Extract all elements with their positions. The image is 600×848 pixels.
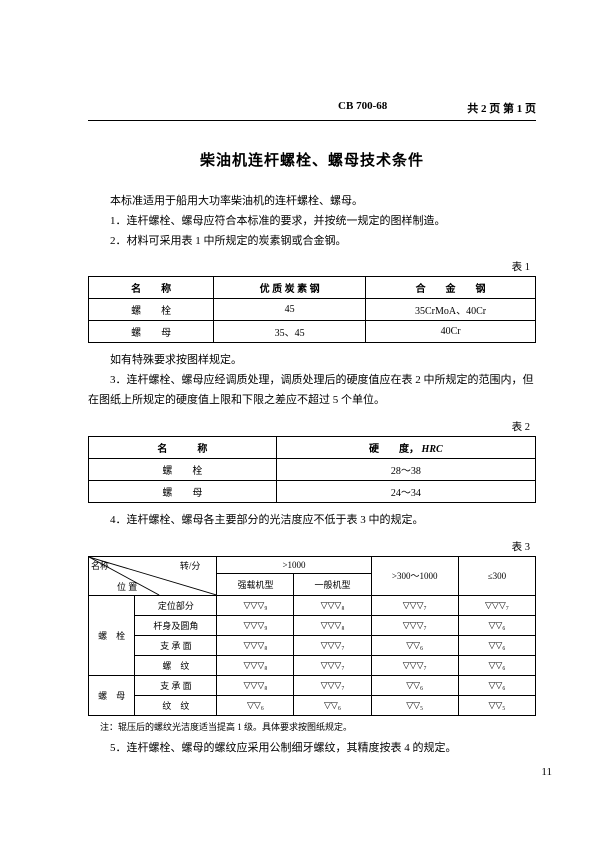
table-row: 螺 栓28～38 bbox=[89, 458, 536, 480]
table-3-label: 表 3 bbox=[88, 539, 530, 554]
mid-1: 如有特殊要求按图样规定。 bbox=[88, 351, 536, 371]
table-row: 螺 纹▽▽▽₈▽▽▽₇▽▽▽₇▽▽₆ bbox=[89, 655, 536, 675]
page-number: 11 bbox=[541, 766, 552, 778]
t1-h1: 名 称 bbox=[89, 277, 214, 299]
table-row: 螺 母 支 承 面▽▽▽₈▽▽▽₇▽▽₆▽▽₆ bbox=[89, 675, 536, 695]
table-2: 名 称 硬 度， HRC 螺 栓28～38 螺 母24～34 bbox=[88, 436, 536, 503]
intro-line-3: 2．材料可采用表 1 中所规定的炭素钢或合金钢。 bbox=[88, 232, 536, 252]
t2-h-hard: 硬 度， HRC bbox=[276, 436, 535, 458]
page-header: CB 700-68 共 2 页 第 1 页 bbox=[88, 100, 536, 116]
header-rule bbox=[88, 120, 536, 121]
table-1-label: 表 1 bbox=[88, 259, 530, 274]
document-title: 柴油机连杆螺栓、螺母技术条件 bbox=[88, 149, 536, 170]
mid-2: 3．连杆螺栓、螺母应经调质处理，调质处理后的硬度值应在表 2 中所规定的范围内，… bbox=[88, 371, 536, 411]
mid-4: 5．连杆螺栓、螺母的螺纹应采用公制细牙螺纹，其精度按表 4 的规定。 bbox=[88, 739, 536, 759]
table-3: 转/分 位 置 名称 >1000 >300～1000 ≤300 强载机型 一般机… bbox=[88, 556, 536, 716]
table-row: 螺 母24～34 bbox=[89, 480, 536, 502]
table-row: 螺 母 35、45 40Cr bbox=[89, 321, 536, 343]
t3-diag-head: 转/分 位 置 名称 bbox=[89, 556, 217, 595]
mid-3: 4．连杆螺栓、螺母各主要部分的光洁度应不低于表 3 中的规定。 bbox=[88, 511, 536, 531]
intro-line-1: 本标准适用于船用大功率柴油机的连杆螺栓、螺母。 bbox=[88, 192, 536, 212]
t2-h-name: 名 称 bbox=[89, 436, 277, 458]
t1-h3: 合 金 钢 bbox=[366, 277, 536, 299]
table-row: 螺 栓 45 35CrMoA、40Cr bbox=[89, 299, 536, 321]
table-row: 纹 纹▽▽₆▽▽₆▽▽₅▽▽₅ bbox=[89, 695, 536, 715]
table-2-label: 表 2 bbox=[88, 419, 530, 434]
table-1: 名 称 优 质 炭 素 钢 合 金 钢 螺 栓 45 35CrMoA、40Cr … bbox=[88, 276, 536, 343]
table-row: 支 承 面▽▽▽₈▽▽▽₇▽▽₆▽▽₆ bbox=[89, 635, 536, 655]
page-info: 共 2 页 第 1 页 bbox=[467, 100, 536, 116]
table-row: 螺 栓 定位部分 ▽▽▽₉▽▽▽₈▽▽▽₇▽▽▽₇ bbox=[89, 595, 536, 615]
t1-h2: 优 质 炭 素 钢 bbox=[214, 277, 366, 299]
table-3-note: 注：辊压后的螺纹光洁度适当提高 1 级。具体要求按图纸规定。 bbox=[100, 720, 536, 733]
table-row: 杆身及圆角▽▽▽₉▽▽▽₈▽▽▽₇▽▽₆ bbox=[89, 615, 536, 635]
standard-code: CB 700-68 bbox=[338, 100, 387, 116]
intro-line-2: 1．连杆螺栓、螺母应符合本标准的要求，并按统一规定的图样制造。 bbox=[88, 212, 536, 232]
